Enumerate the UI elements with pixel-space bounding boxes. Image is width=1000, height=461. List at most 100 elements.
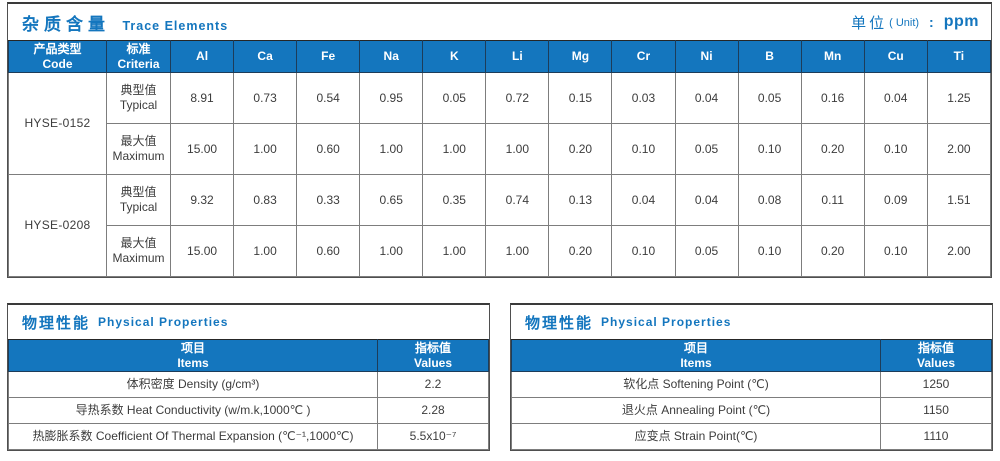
value-cell: 5.5x10⁻⁷ — [377, 423, 489, 450]
product-code-cell: HYSE-0208 — [8, 174, 107, 277]
value-cell: 1.00 — [422, 225, 487, 277]
value-cell: 0.16 — [800, 72, 865, 124]
physical-right-titlebar: 物理性能 Physical Properties — [511, 305, 992, 339]
criteria-zh: 最大值 — [120, 134, 157, 148]
criteria-en: Typical — [119, 98, 158, 112]
physical-properties-right-section: 物理性能 Physical Properties 项目 Items 指标值 Va… — [510, 303, 993, 451]
value-cell: 0.72 — [485, 72, 550, 124]
element-header: Mg — [548, 40, 613, 73]
item-cell: 软化点 Softening Point (℃) — [511, 371, 881, 398]
section-title-en: Trace Elements — [122, 18, 229, 33]
element-header: Fe — [296, 40, 361, 73]
criteria-zh: 典型值 — [120, 83, 157, 97]
table-row: HYSE-0152 典型值 Typical 8.91 0.73 0.54 0.9… — [8, 72, 992, 175]
value-cell: 1.25 — [926, 72, 992, 124]
value-cell: 0.04 — [863, 72, 928, 124]
section-title-zh: 物理性能 — [525, 314, 594, 332]
section-title-en: Physical Properties — [601, 315, 732, 329]
criteria-cell: 典型值 Typical — [106, 72, 171, 124]
value-cell: 0.20 — [800, 225, 865, 277]
element-header: Li — [485, 40, 550, 73]
value-cell: 1.00 — [359, 123, 424, 175]
values-header-zh: 指标值 — [414, 340, 451, 355]
value-cell: 8.91 — [169, 72, 235, 124]
unit-label: 单位 ( Unit) : ppm — [851, 12, 979, 33]
item-cell: 热膨胀系数 Coefficient Of Thermal Expansion (… — [8, 423, 378, 450]
physical-right-table: 项目 Items 指标值 Values 软化点 Softening Point … — [511, 339, 992, 450]
element-header: Ni — [674, 40, 739, 73]
trace-elements-titlebar: 杂质含量 Trace Elements 单位 ( Unit) : ppm — [8, 4, 991, 40]
value-cell: 0.20 — [548, 225, 613, 277]
value-cell: 0.73 — [233, 72, 298, 124]
value-cell: 0.04 — [674, 174, 739, 226]
value-cell: 0.15 — [548, 72, 613, 124]
value-cell: 0.05 — [674, 225, 739, 277]
value-cell: 0.10 — [863, 123, 928, 175]
value-cell: 0.08 — [737, 174, 802, 226]
table-row: 退火点 Annealing Point (℃) 1150 — [511, 397, 992, 424]
criteria-en: Maximum — [112, 149, 165, 163]
value-cell: 0.05 — [422, 72, 487, 124]
code-header-zh: 产品类型 — [33, 41, 82, 56]
criteria-en: Typical — [119, 200, 158, 214]
table-row: 热膨胀系数 Coefficient Of Thermal Expansion (… — [8, 423, 489, 450]
criteria-cell: 典型值 Typical — [106, 174, 171, 226]
value-cell: 2.00 — [926, 225, 992, 277]
value-cell: 0.65 — [359, 174, 424, 226]
value-cell: 0.10 — [737, 123, 802, 175]
criteria-column-header: 标准 Criteria — [106, 40, 171, 73]
value-cell: 2.28 — [377, 397, 489, 424]
value-cell: 1.00 — [233, 225, 298, 277]
value-cell: 1.00 — [359, 225, 424, 277]
criteria-header-en: Criteria — [117, 56, 160, 71]
unit-value: ppm — [943, 13, 979, 30]
criteria-en: Maximum — [112, 251, 165, 265]
value-cell: 0.11 — [800, 174, 865, 226]
value-cell: 15.00 — [169, 123, 235, 175]
value-cell: 0.60 — [296, 225, 361, 277]
values-header-en: Values — [916, 355, 956, 370]
table-row: 最大值 Maximum 15.00 1.00 0.60 1.00 1.00 1.… — [9, 225, 992, 277]
code-column-header: 产品类型 Code — [8, 40, 107, 73]
value-cell: 0.05 — [737, 72, 802, 124]
unit-colon: : — [929, 14, 934, 30]
values-header-zh: 指标值 — [917, 340, 954, 355]
unit-label-en: ( Unit) — [889, 16, 920, 29]
items-column-header: 项目 Items — [511, 339, 881, 372]
element-header: Ti — [926, 40, 992, 73]
value-cell: 0.04 — [611, 174, 676, 226]
value-cell: 1150 — [880, 397, 992, 424]
value-cell: 0.74 — [485, 174, 550, 226]
value-cell: 0.10 — [737, 225, 802, 277]
value-cell: 2.2 — [377, 371, 489, 398]
physical-left-table: 项目 Items 指标值 Values 体积密度 Density (g/cm³)… — [8, 339, 489, 450]
physical-properties-row: 物理性能 Physical Properties 项目 Items 指标值 Va… — [7, 303, 1000, 451]
item-cell: 体积密度 Density (g/cm³) — [8, 371, 378, 398]
value-cell: 0.33 — [296, 174, 361, 226]
value-cell: 0.10 — [863, 225, 928, 277]
criteria-zh: 典型值 — [120, 185, 157, 199]
value-cell: 0.20 — [548, 123, 613, 175]
table-row: 最大值 Maximum 15.00 1.00 0.60 1.00 1.00 1.… — [9, 123, 992, 175]
items-header-en: Items — [680, 355, 712, 370]
element-header: Cu — [863, 40, 928, 73]
physical-properties-left-section: 物理性能 Physical Properties 项目 Items 指标值 Va… — [7, 303, 490, 451]
physical-header-row: 项目 Items 指标值 Values — [511, 339, 992, 372]
value-cell: 1.00 — [422, 123, 487, 175]
trace-elements-table: 产品类型 Code 标准 Criteria Al Ca Fe Na K Li M… — [8, 40, 992, 277]
values-column-header: 指标值 Values — [880, 339, 992, 372]
element-header: Ca — [233, 40, 298, 73]
value-cell: 0.05 — [674, 123, 739, 175]
table-row: 软化点 Softening Point (℃) 1250 — [511, 371, 992, 398]
table-row: HYSE-0208 典型值 Typical 9.32 0.83 0.33 0.6… — [8, 174, 992, 277]
values-column-header: 指标值 Values — [377, 339, 489, 372]
item-cell: 退火点 Annealing Point (℃) — [511, 397, 881, 424]
element-header: B — [737, 40, 802, 73]
value-cell: 0.09 — [863, 174, 928, 226]
value-cell: 0.03 — [611, 72, 676, 124]
element-header: Na — [359, 40, 424, 73]
code-header-en: Code — [42, 56, 73, 71]
section-title-zh: 杂质含量 — [22, 14, 110, 34]
value-cell: 0.95 — [359, 72, 424, 124]
value-cell: 0.10 — [611, 123, 676, 175]
